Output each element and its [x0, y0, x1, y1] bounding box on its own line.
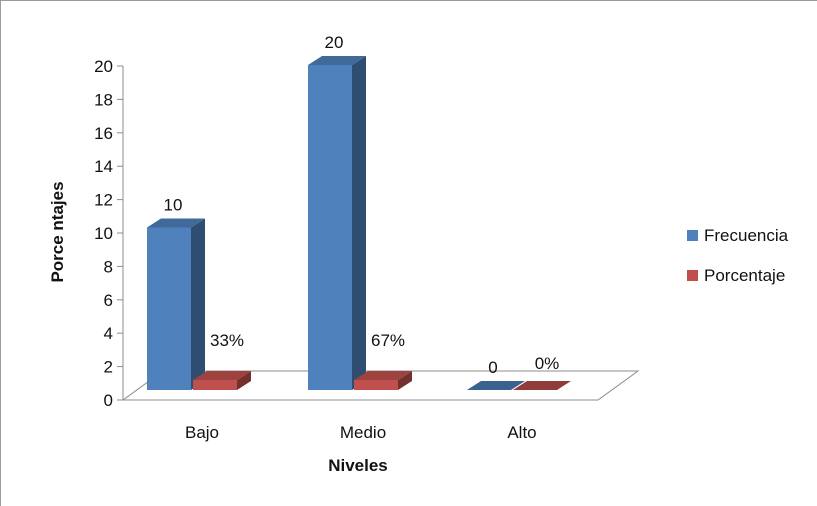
data-label-frecuencia-medio: 20 — [325, 33, 344, 52]
bar-top — [308, 56, 366, 65]
y-tick-label: 0 — [104, 391, 113, 410]
legend-item-frecuencia: Frecuencia — [687, 226, 789, 245]
bar-side — [398, 371, 412, 390]
y-tick-label: 12 — [94, 191, 113, 210]
bar-flat — [467, 381, 525, 390]
data-label-frecuencia-alto: 0 — [488, 358, 497, 377]
y-tick-label: 4 — [104, 324, 113, 343]
x-category-label: Alto — [507, 423, 536, 442]
y-tick-label: 2 — [104, 358, 113, 377]
bar-top — [147, 218, 205, 228]
legend-label-frecuencia: Frecuencia — [704, 226, 789, 245]
legend-label-porcentaje: Porcentaje — [704, 266, 785, 285]
bar-side — [352, 56, 366, 390]
legend-swatch-frecuencia — [687, 230, 698, 241]
bar-side — [191, 218, 205, 390]
x-category-label: Bajo — [185, 423, 219, 442]
x-axis-title: Niveles — [328, 456, 388, 475]
bar-front — [308, 65, 352, 390]
y-axis-title: Porce ntajes — [48, 181, 67, 282]
data-label-porcentaje-medio: 67% — [371, 331, 405, 350]
bar-top — [354, 371, 412, 380]
bar-flat — [513, 381, 571, 390]
bar-porcentaje-medio — [354, 371, 412, 390]
data-label-frecuencia-bajo: 10 — [164, 196, 183, 215]
data-label-porcentaje-bajo: 33% — [210, 331, 244, 350]
data-label-porcentaje-alto: 0% — [535, 354, 560, 373]
y-tick-label: 18 — [94, 90, 113, 109]
y-tick-label: 6 — [104, 291, 113, 310]
data-labels: 10 33% 20 67% 0 0% — [164, 33, 560, 377]
legend: Frecuencia Porcentaje — [687, 226, 789, 285]
bar-porcentaje-bajo — [193, 371, 251, 390]
y-tick-label: 16 — [94, 124, 113, 143]
bar-frecuencia-alto — [467, 381, 525, 390]
bar-front — [193, 380, 237, 390]
bar-side — [237, 371, 251, 390]
x-category-label: Medio — [340, 423, 386, 442]
legend-item-porcentaje: Porcentaje — [687, 266, 785, 285]
bar-porcentaje-alto — [513, 381, 571, 390]
bar-frecuencia-medio — [308, 56, 366, 390]
bars — [147, 56, 571, 390]
bar-front — [147, 227, 191, 390]
bar-top — [193, 371, 251, 380]
y-tick-label: 8 — [104, 257, 113, 276]
y-axis: 0 2 4 6 8 10 12 14 16 18 20 — [94, 57, 124, 410]
bar-frecuencia-bajo — [147, 218, 205, 390]
y-tick-label: 14 — [94, 157, 113, 176]
legend-swatch-porcentaje — [687, 270, 698, 281]
y-tick-label: 10 — [94, 224, 113, 243]
y-tick-label: 20 — [94, 57, 113, 76]
bar-front — [354, 380, 398, 390]
x-axis-categories: Bajo Medio Alto — [185, 423, 537, 442]
